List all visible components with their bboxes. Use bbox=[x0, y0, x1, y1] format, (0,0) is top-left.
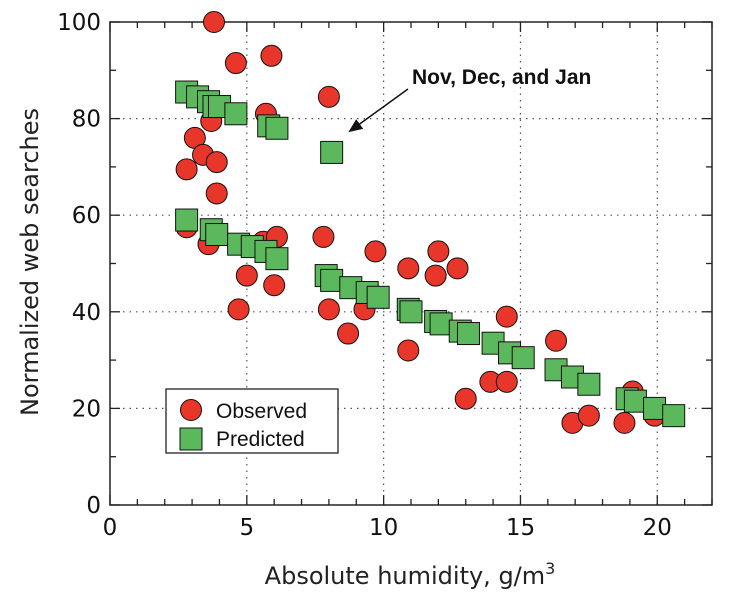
observed-point bbox=[427, 240, 450, 263]
observed-point bbox=[227, 298, 250, 321]
predicted-point bbox=[366, 285, 390, 309]
y-tick-label: 80 bbox=[72, 107, 101, 133]
legend-marker-predicted bbox=[179, 427, 203, 451]
x-tick-label: 10 bbox=[369, 515, 398, 541]
tick-labels: 0 5 10 15 20 0 20 40 60 80 100 bbox=[57, 10, 672, 541]
observed-point bbox=[260, 44, 283, 67]
predicted-point bbox=[662, 404, 686, 428]
observed-point bbox=[175, 158, 198, 181]
predicted-point bbox=[511, 346, 535, 370]
predicted-point bbox=[456, 322, 480, 346]
y-tick-label: 0 bbox=[86, 493, 101, 519]
predicted-point bbox=[224, 102, 248, 126]
observed-point bbox=[613, 411, 636, 434]
predicted-point bbox=[175, 208, 199, 232]
observed-point bbox=[424, 264, 447, 287]
observed-point bbox=[312, 225, 335, 248]
predicted-point bbox=[320, 140, 344, 164]
x-tick-label: 0 bbox=[103, 515, 118, 541]
annotation-arrow bbox=[348, 88, 409, 133]
y-tick-label: 100 bbox=[57, 10, 101, 36]
observed-point bbox=[495, 305, 518, 328]
observed-point bbox=[446, 257, 469, 280]
observed-point bbox=[205, 182, 228, 205]
x-axis-label: Absolute humidity, g/m3 bbox=[265, 559, 556, 590]
y-axis-label: Normalized web searches bbox=[16, 108, 44, 416]
legend: Observed Predicted bbox=[165, 388, 339, 454]
observed-point bbox=[205, 151, 228, 174]
annotation-label: Nov, Dec, and Jan bbox=[412, 66, 591, 89]
legend-label-predicted: Predicted bbox=[216, 428, 305, 451]
observed-point bbox=[224, 52, 247, 75]
grid-lines bbox=[110, 22, 712, 505]
y-tick-label: 20 bbox=[72, 396, 101, 422]
observed-point bbox=[545, 329, 568, 352]
predicted-point bbox=[205, 223, 229, 247]
predicted-point bbox=[265, 116, 289, 140]
series-predicted bbox=[175, 80, 686, 428]
data-points bbox=[175, 11, 686, 434]
x-tick-label: 5 bbox=[239, 515, 254, 541]
y-tick-label: 60 bbox=[72, 203, 101, 229]
observed-point bbox=[235, 264, 258, 287]
legend-label-observed: Observed bbox=[216, 400, 307, 423]
observed-point bbox=[577, 404, 600, 427]
observed-point bbox=[317, 85, 340, 108]
x-tick-label: 20 bbox=[643, 515, 672, 541]
observed-point bbox=[397, 257, 420, 280]
observed-point bbox=[263, 274, 286, 297]
predicted-point bbox=[399, 300, 423, 324]
observed-point bbox=[397, 339, 420, 362]
predicted-point bbox=[577, 372, 601, 396]
observed-point bbox=[202, 11, 225, 33]
predicted-point bbox=[265, 247, 289, 271]
x-tick-label: 15 bbox=[506, 515, 535, 541]
observed-point bbox=[364, 240, 387, 263]
series-observed bbox=[175, 11, 666, 434]
legend-marker-observed bbox=[180, 399, 202, 421]
observed-point bbox=[495, 370, 518, 393]
observed-point bbox=[337, 322, 360, 345]
observed-point bbox=[454, 387, 477, 410]
observed-point bbox=[317, 298, 340, 321]
y-tick-label: 40 bbox=[72, 300, 101, 326]
